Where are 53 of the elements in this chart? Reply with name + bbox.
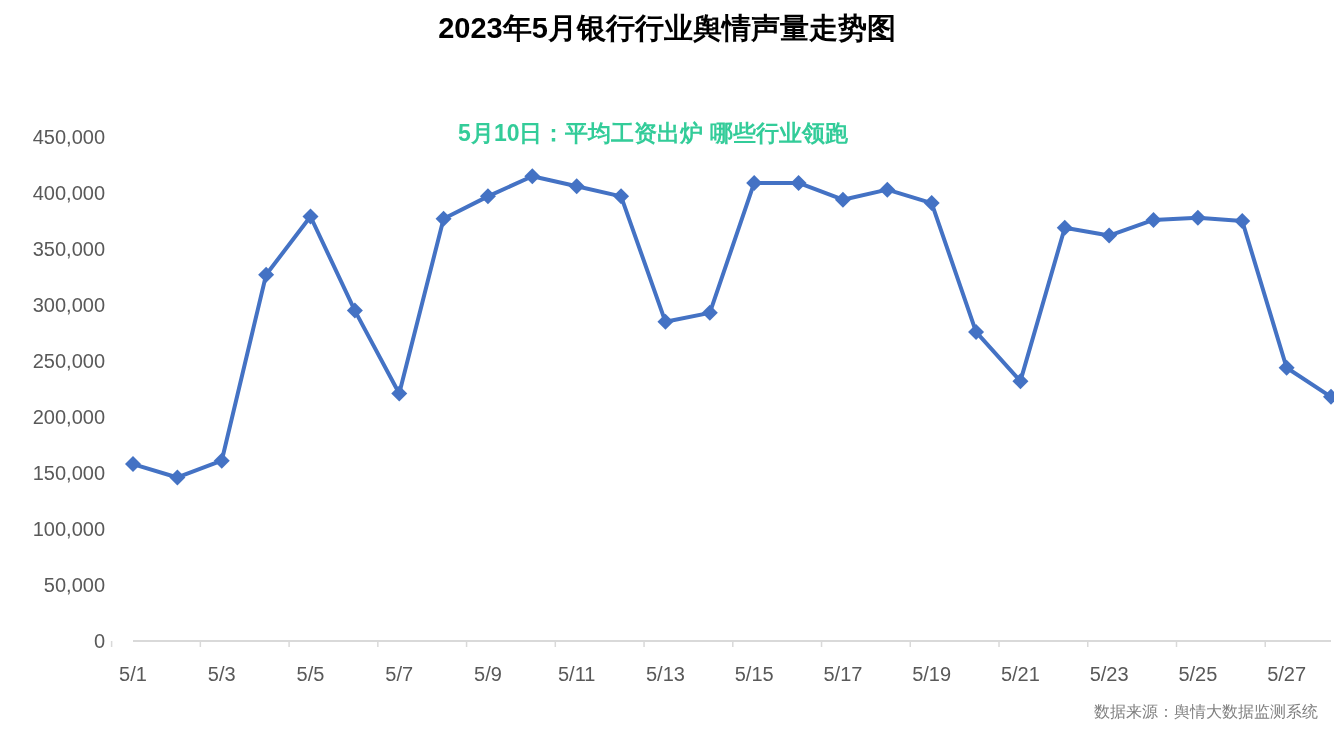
- y-tick-label: 300,000: [32, 294, 105, 317]
- y-tick-label: 50,000: [43, 574, 105, 597]
- point: [125, 456, 141, 473]
- point: [968, 323, 985, 340]
- x-tick-label: 5/23: [1089, 663, 1129, 685]
- point: [879, 181, 896, 198]
- point: [657, 313, 674, 330]
- x-tick-label: 5/1: [119, 663, 147, 685]
- x-tick-label: 5/7: [385, 663, 414, 685]
- y-tick-label: 150,000: [32, 462, 105, 485]
- point: [1145, 211, 1162, 228]
- point: [1278, 359, 1295, 376]
- y-tick-label: 350,000: [32, 238, 105, 261]
- point: [790, 174, 807, 191]
- point: [568, 178, 585, 195]
- x-tick-label: 5/27: [1267, 663, 1307, 685]
- point: [302, 208, 319, 225]
- point: [169, 469, 186, 486]
- point: [1056, 219, 1073, 236]
- annotation: 5月10日：平均工资出炉 哪些行业领跑: [458, 119, 848, 148]
- x-tick-label: 5/15: [734, 663, 774, 685]
- point: [701, 304, 718, 321]
- x-tick-label: 5/21: [1000, 663, 1040, 685]
- source-note: 数据来源：舆情大数据监测系统: [1094, 702, 1318, 722]
- y-tick-label: 400,000: [32, 182, 105, 205]
- x-tick-label: 5/5: [296, 663, 325, 685]
- x-tick-label: 5/19: [912, 663, 952, 685]
- y-tick-label: 200,000: [32, 406, 105, 429]
- point: [1012, 373, 1029, 390]
- point: [1101, 227, 1118, 244]
- point: [1189, 209, 1206, 226]
- x-tick-label: 5/11: [557, 663, 596, 685]
- x-tick-label: 5/25: [1178, 663, 1218, 685]
- point: [613, 188, 630, 205]
- point: [479, 188, 496, 205]
- point: [524, 168, 541, 185]
- x-tick-label: 5/17: [823, 663, 863, 685]
- y-tick-label: 250,000: [32, 350, 105, 373]
- point: [1234, 213, 1251, 229]
- point: [435, 210, 452, 227]
- y-tick-label: 100,000: [32, 518, 105, 541]
- point: [258, 266, 275, 283]
- y-tick-label: 0: [93, 630, 105, 653]
- point: [391, 385, 408, 402]
- point: [346, 302, 363, 319]
- point: [834, 191, 851, 208]
- x-tick-label: 5/3: [207, 663, 236, 685]
- y-tick-label: 450,000: [32, 126, 105, 149]
- point: [923, 195, 940, 212]
- x-tick-label: 5/9: [474, 663, 502, 685]
- point: [213, 452, 230, 469]
- chart-title: 2023年5月银行行业舆情声量走势图: [437, 11, 897, 46]
- x-tick-label: 5/13: [645, 663, 685, 685]
